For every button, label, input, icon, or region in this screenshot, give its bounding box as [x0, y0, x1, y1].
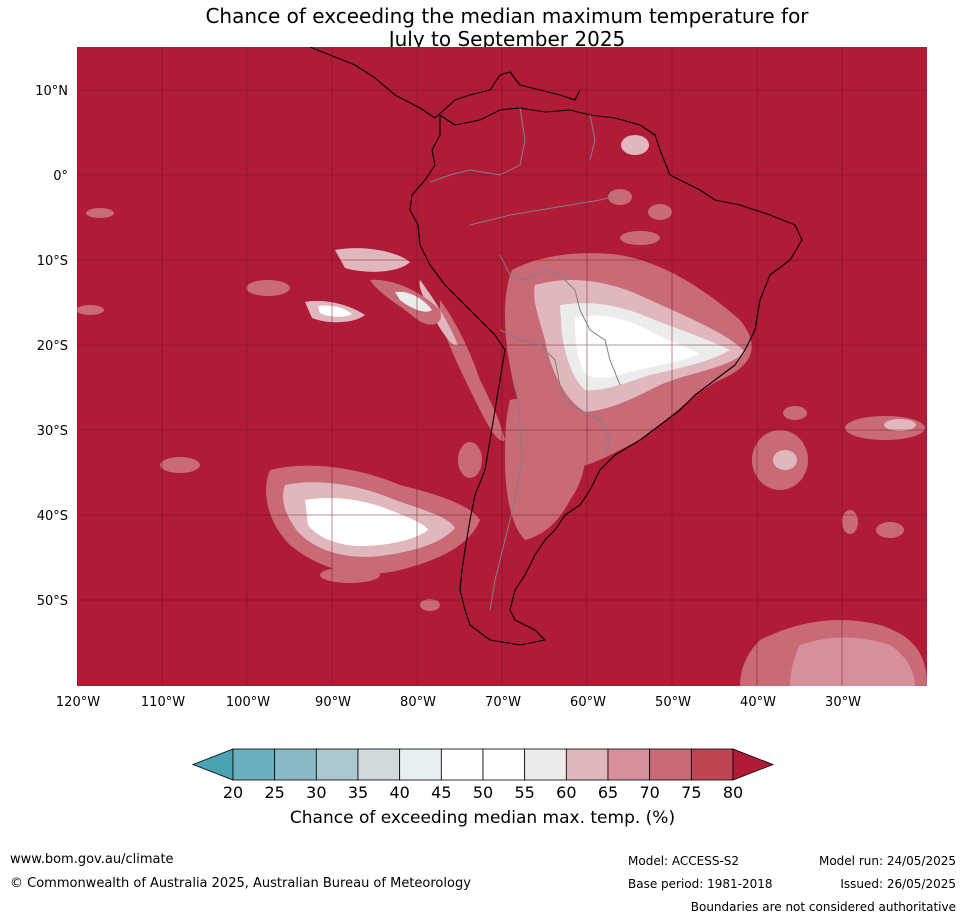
- lon-label-60w: 60°W: [570, 695, 606, 710]
- colorbar-tick-label: 35: [348, 783, 368, 802]
- patch-andes: [440, 300, 505, 441]
- colorbar-bin: [399, 748, 442, 781]
- lon-label-120w: 120°W: [56, 695, 100, 710]
- colorbar-bin: [524, 748, 567, 781]
- colorbar-label: Chance of exceeding median max. temp. (%…: [289, 808, 676, 828]
- colorbar-bin: [649, 748, 692, 781]
- patch-small-17: [320, 567, 380, 583]
- patch-small-13: [648, 204, 672, 220]
- lat-label-50s: 50°S: [37, 594, 68, 609]
- colorbar-tick-label: 40: [389, 783, 409, 802]
- coastline-south-america: [409, 107, 803, 646]
- lat-label-0: 0°: [53, 169, 68, 184]
- model-name: Model: ACCESS-S2: [628, 854, 740, 868]
- patch-argentina: [505, 399, 586, 540]
- title-line-1: Chance of exceeding the median maximum t…: [205, 4, 809, 28]
- patch-small-15: [620, 231, 660, 245]
- latitude-labels: 10°N 0° 10°S 20°S 30°S 40°S 50°S: [35, 84, 68, 609]
- lat-label-30s: 30°S: [37, 424, 68, 439]
- patch-small-9: [783, 406, 807, 420]
- patch-small-1: [86, 208, 114, 218]
- patch-small-10: [842, 510, 858, 534]
- lat-label-20s: 20°S: [37, 339, 68, 354]
- lon-label-80w: 80°W: [400, 695, 436, 710]
- lon-label-50w: 50°W: [655, 695, 691, 710]
- website-link[interactable]: www.bom.gov.au/climate: [10, 852, 174, 867]
- patch-small-2: [77, 305, 104, 315]
- patch-small-3: [246, 280, 290, 296]
- lon-label-70w: 70°W: [485, 695, 521, 710]
- patch-small-18: [420, 599, 440, 611]
- colorbar-bin: [565, 748, 609, 781]
- coastline-central-america: [309, 47, 581, 119]
- colorbar-bin: [440, 748, 484, 781]
- colorbar-tick-label: 75: [681, 783, 701, 802]
- lon-label-100w: 100°W: [226, 695, 270, 710]
- patch-small-8: [884, 419, 916, 431]
- colorbar-extend-high: [732, 748, 775, 781]
- patch-small-14: [621, 135, 649, 155]
- patch-pacific-inner: [305, 498, 428, 547]
- copyright-text: © Commonwealth of Australia 2025, Austra…: [10, 876, 471, 891]
- patch-small-12: [608, 189, 632, 205]
- colorbar-tick-label: 50: [473, 783, 493, 802]
- colorbar-bin: [232, 748, 276, 781]
- coastlines: [309, 47, 803, 646]
- colorbar: 20 25 30 35 40 45 50 55 60 65 70 75 80: [191, 748, 775, 802]
- colorbar-tick-label: 55: [514, 783, 534, 802]
- colorbar-tick-label: 60: [556, 783, 576, 802]
- title-line-2: July to September 2025: [388, 27, 626, 51]
- colorbar-extend-low: [191, 748, 234, 781]
- country-borders: [429, 107, 621, 611]
- colorbar-bin: [690, 748, 734, 781]
- colorbar-bin: [357, 748, 401, 781]
- colorbar-tick-label: 20: [223, 783, 243, 802]
- lon-label-40w: 40°W: [740, 695, 776, 710]
- patch-brazil-core: [574, 315, 700, 378]
- patch-eq-pacific-3: [395, 291, 432, 312]
- colorbar-tick-label: 80: [723, 783, 743, 802]
- lat-label-40s: 40°S: [37, 509, 68, 524]
- lat-label-10n: 10°N: [35, 84, 68, 99]
- patch-small-16: [458, 442, 482, 478]
- colorbar-bin: [315, 748, 359, 781]
- lon-label-110w: 110°W: [141, 695, 185, 710]
- issued-date: Issued: 26/05/2025: [840, 877, 956, 891]
- colorbar-bin: [274, 748, 317, 781]
- patch-pacific-blob-core: [318, 305, 352, 317]
- lon-label-30w: 30°W: [825, 695, 861, 710]
- colorbar-tick-label: 25: [264, 783, 284, 802]
- map-title: Chance of exceeding the median maximum t…: [0, 5, 965, 51]
- lat-label-10s: 10°S: [37, 254, 68, 269]
- boundary-disclaimer: Boundaries are not considered authoritat…: [690, 900, 956, 914]
- colorbar-bin: [607, 748, 651, 781]
- colorbar-tick-label: 65: [598, 783, 618, 802]
- model-run-date: Model run: 24/05/2025: [818, 854, 956, 868]
- colorbar-tick-label: 30: [306, 783, 326, 802]
- colorbar-tick-label: 70: [639, 783, 659, 802]
- patch-small-11: [876, 522, 904, 538]
- colorbar-tick-label: 45: [431, 783, 451, 802]
- patch-small-6: [773, 450, 797, 470]
- base-period: Base period: 1981-2018: [628, 877, 773, 891]
- probability-patches: [77, 135, 927, 686]
- colorbar-bin: [482, 748, 526, 781]
- patch-small-4: [160, 457, 200, 473]
- lon-label-90w: 90°W: [315, 695, 351, 710]
- longitude-labels: 120°W 110°W 100°W 90°W 80°W 70°W 60°W 50…: [56, 695, 861, 710]
- patch-south-atlantic-inner: [790, 637, 915, 686]
